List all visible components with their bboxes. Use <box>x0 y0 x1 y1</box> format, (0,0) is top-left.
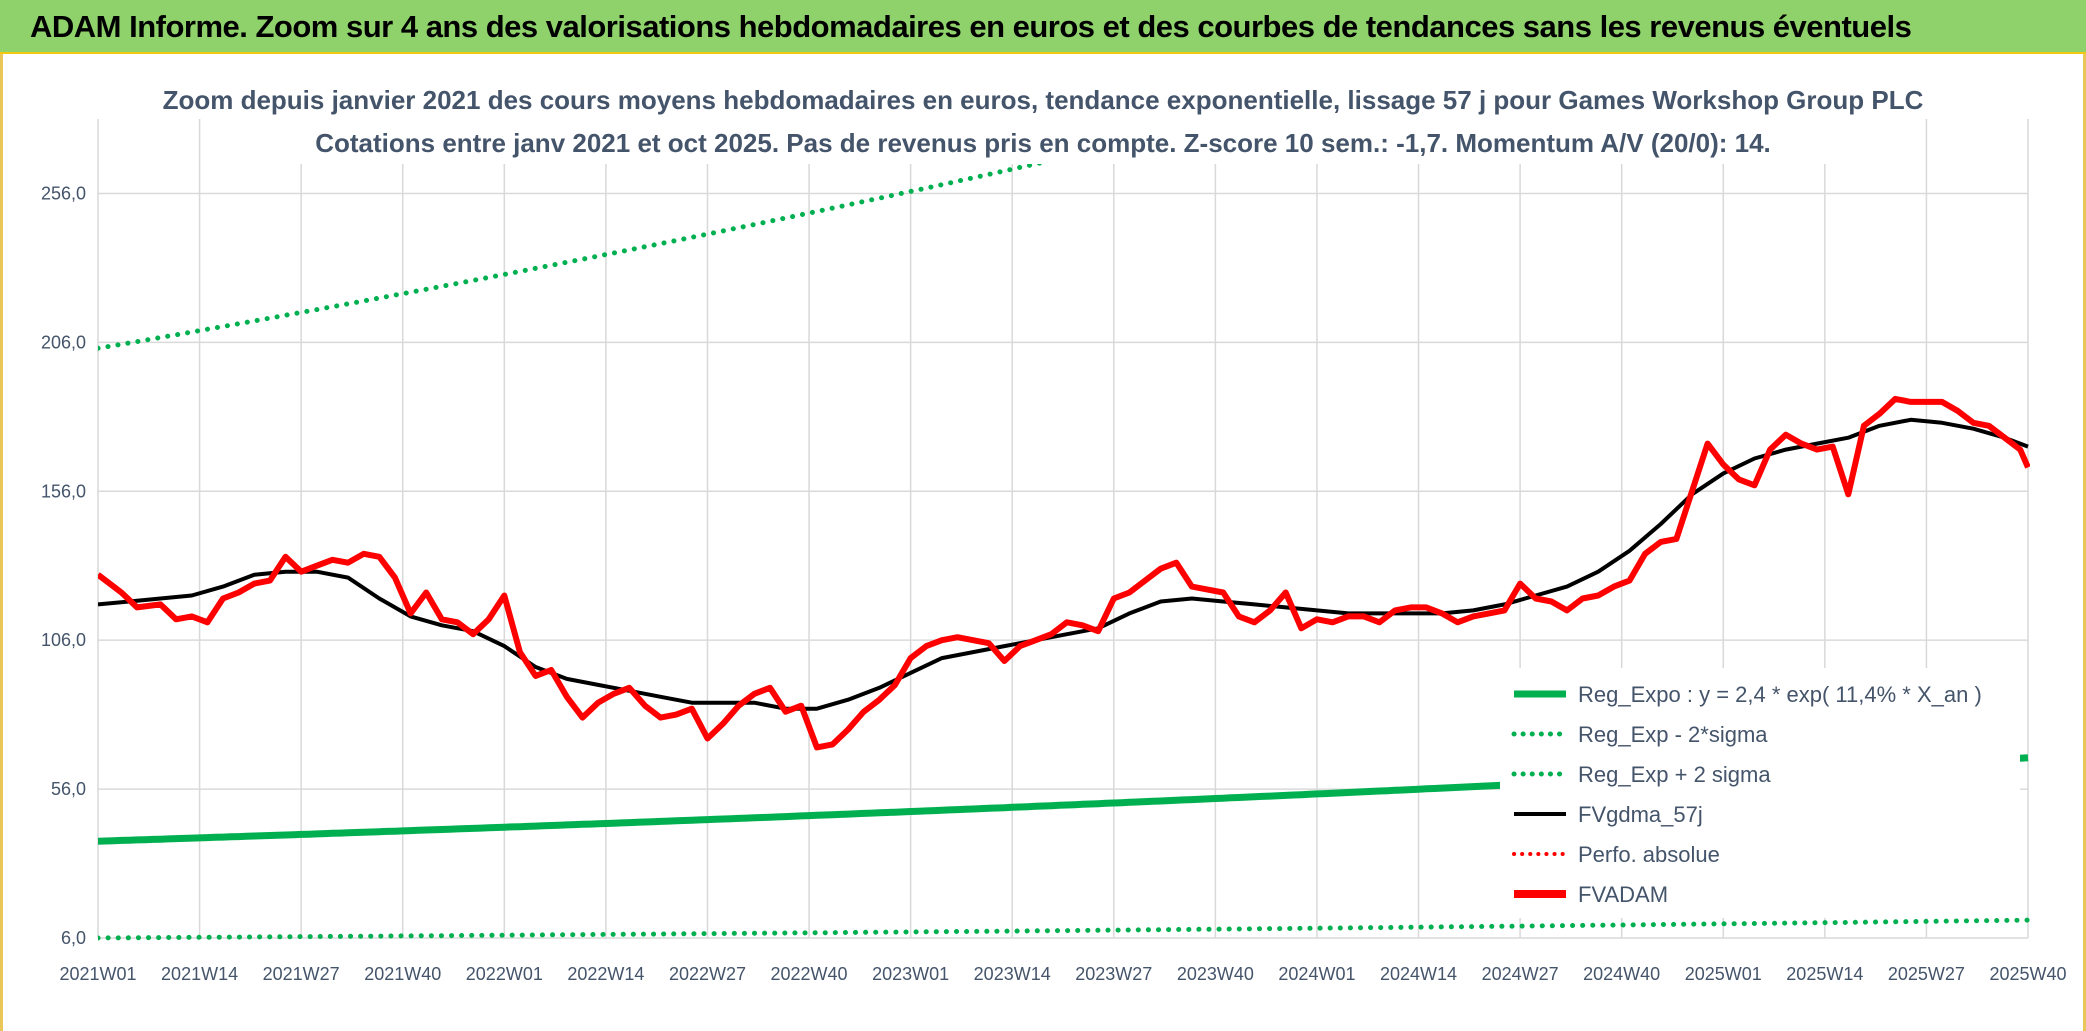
x-tick-label: 2024W01 <box>1278 964 1355 984</box>
legend-label: Reg_Exp - 2*sigma <box>1578 722 1768 747</box>
legend-label: FVgdma_57j <box>1578 802 1703 827</box>
x-tick-label: 2025W01 <box>1685 964 1762 984</box>
x-tick-label: 2023W01 <box>872 964 949 984</box>
series-reg-exp-plus-2sigma <box>98 115 1259 351</box>
chart-title-line-2: Cotations entre janv 2021 et oct 2025. P… <box>315 128 1771 158</box>
y-tick-label: 6,0 <box>61 928 86 948</box>
title-backdrop <box>240 76 1850 164</box>
series-fvadam <box>98 395 2030 751</box>
x-tick-label: 2021W40 <box>364 964 441 984</box>
chart-title-line-1: Zoom depuis janvier 2021 des cours moyen… <box>163 85 1924 115</box>
x-axis-ticks: 2021W01 2021W14 2021W27 2021W40 2022W01 2022W… <box>59 964 2066 984</box>
legend-box <box>1500 668 2020 918</box>
x-tick-label: 2024W14 <box>1380 964 1457 984</box>
report-banner: ADAM Informe. Zoom sur 4 ans des valoris… <box>0 0 2086 54</box>
legend-label: Reg_Exp + 2 sigma <box>1578 762 1771 787</box>
x-tick-label: 2021W01 <box>59 964 136 984</box>
legend-label: Perfo. absolue <box>1578 842 1720 867</box>
y-tick-label: 56,0 <box>51 779 86 799</box>
x-tick-label: 2022W14 <box>567 964 644 984</box>
chart-frame <box>0 54 2086 1031</box>
y-tick-label: 256,0 <box>41 183 86 203</box>
x-tick-label: 2021W14 <box>161 964 238 984</box>
x-tick-label: 2021W27 <box>263 964 340 984</box>
series-fvgdma-57j <box>98 417 2029 711</box>
x-tick-label: 2025W14 <box>1786 964 1863 984</box>
legend-label: FVADAM <box>1578 882 1668 907</box>
x-tick-label: 2025W27 <box>1888 964 1965 984</box>
y-tick-label: 206,0 <box>41 332 86 352</box>
x-tick-label: 2022W40 <box>771 964 848 984</box>
legend: Reg_Expo : y = 2,4 * exp( 11,4% * X_an )… <box>1500 668 2020 918</box>
y-axis-ticks: 6,0 56,0 106,0 156,0 206,0 256,0 <box>41 183 86 948</box>
y-tick-label: 156,0 <box>41 481 86 501</box>
x-tick-label: 2024W40 <box>1583 964 1660 984</box>
series-reg-exp-minus-2sigma <box>98 917 2030 941</box>
report-title: ADAM Informe. Zoom sur 4 ans des valoris… <box>30 9 1912 44</box>
x-tick-label: 2022W01 <box>466 964 543 984</box>
x-tick-label: 2022W27 <box>669 964 746 984</box>
x-tick-label: 2023W40 <box>1177 964 1254 984</box>
x-tick-label: 2025W40 <box>1989 964 2066 984</box>
legend-label: Reg_Expo : y = 2,4 * exp( 11,4% * X_an ) <box>1578 682 1982 707</box>
x-tick-label: 2024W27 <box>1482 964 1559 984</box>
y-tick-label: 106,0 <box>41 630 86 650</box>
x-tick-label: 2023W14 <box>974 964 1051 984</box>
x-tick-label: 2023W27 <box>1075 964 1152 984</box>
